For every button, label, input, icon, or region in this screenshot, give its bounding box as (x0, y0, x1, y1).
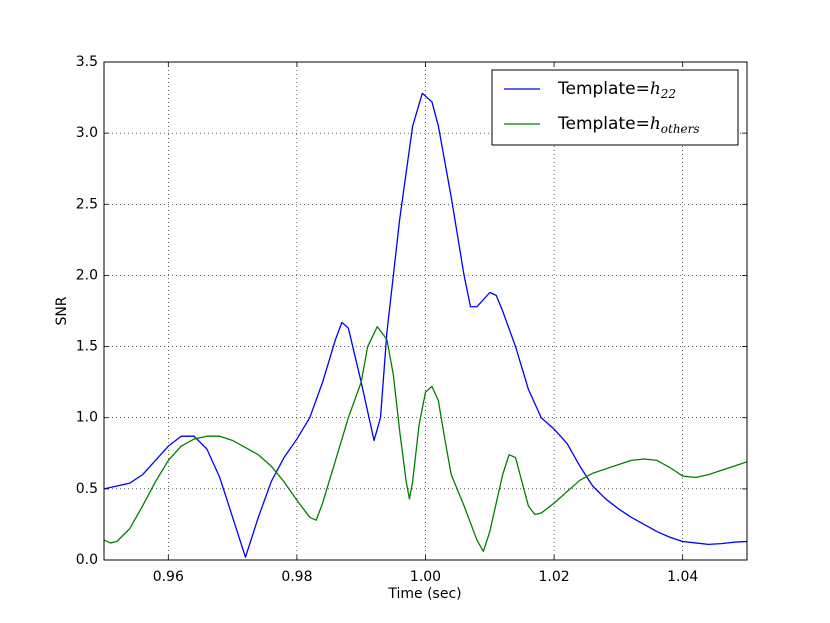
plot-frame (103, 61, 748, 561)
y-tick-label: 0.0 (76, 552, 98, 568)
x-axis-label: Time (sec) (387, 586, 461, 602)
y-tick-label: 3.0 (76, 125, 98, 141)
legend-label: Template=h22 (557, 79, 676, 101)
x-tick-label: 0.98 (281, 569, 312, 585)
x-tick-label: 1.00 (410, 569, 441, 585)
legend: Template=h22 Template=hothers (491, 69, 739, 146)
y-tick-label: 2.0 (76, 267, 98, 283)
y-tick-label: 1.0 (76, 410, 98, 426)
x-tick-label: 0.96 (153, 569, 184, 585)
y-tick-label: 1.5 (76, 339, 98, 355)
x-tick-label: 1.04 (667, 569, 698, 585)
x-tick-label: 1.02 (539, 569, 570, 585)
series-line (104, 326, 747, 553)
y-axis-label: SNR (54, 296, 70, 325)
y-tick-label: 2.5 (76, 196, 98, 212)
legend-box (491, 69, 739, 146)
y-tick-label: 3.5 (76, 54, 98, 70)
legend-label: Template=hothers (557, 114, 700, 136)
series-line (104, 92, 747, 558)
y-tick-label: 0.5 (76, 481, 98, 497)
